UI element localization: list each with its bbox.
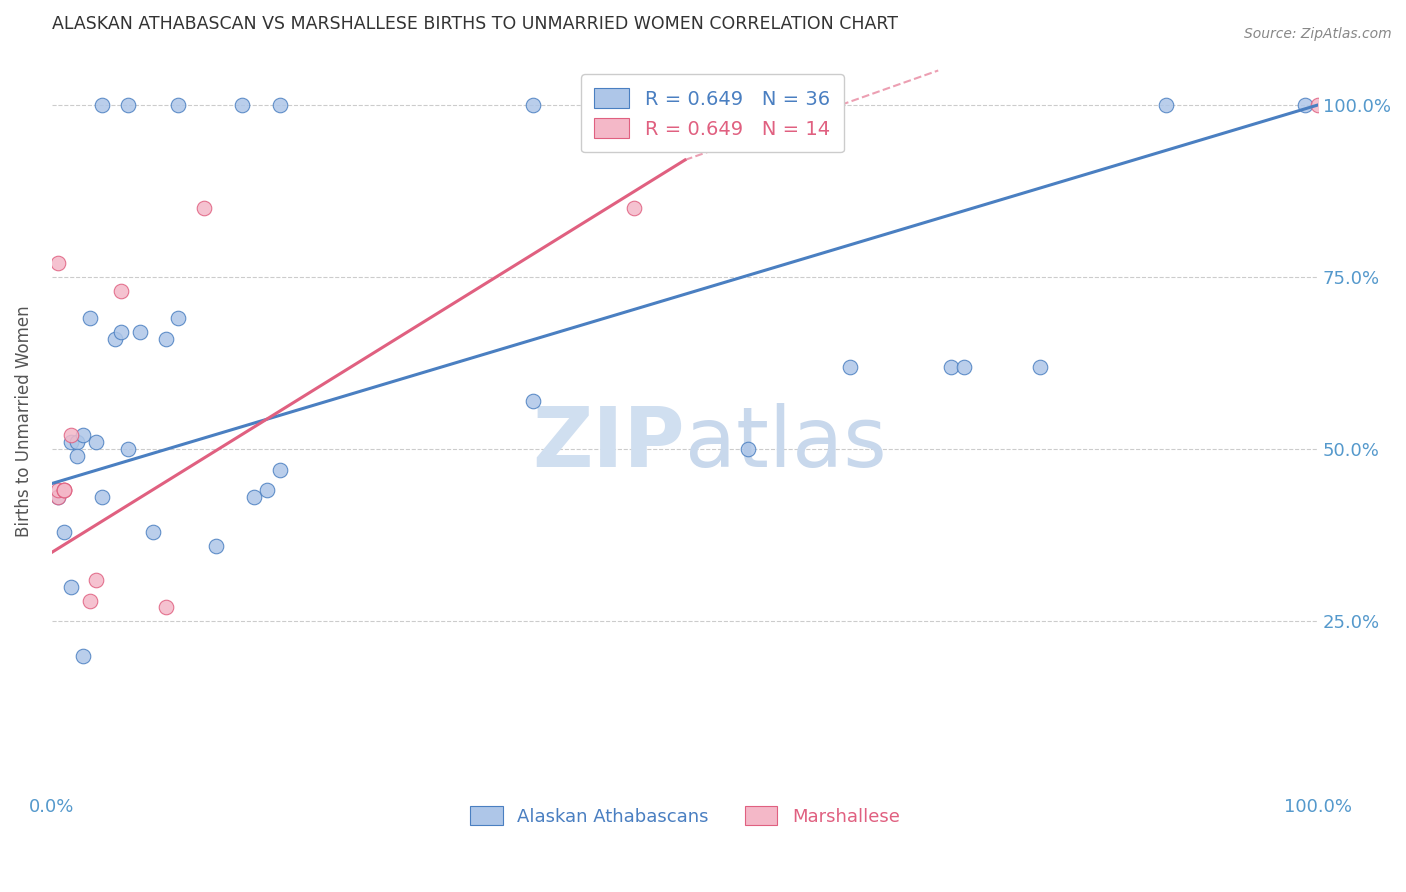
Point	[256, 483, 278, 498]
Point	[1295, 98, 1317, 112]
Point	[79, 593, 101, 607]
Point	[79, 311, 101, 326]
Point	[53, 483, 76, 498]
Point	[269, 463, 291, 477]
Text: atlas: atlas	[685, 403, 887, 484]
Point	[59, 580, 82, 594]
Point	[46, 491, 69, 505]
Point	[117, 98, 139, 112]
Point	[269, 98, 291, 112]
Point	[59, 435, 82, 450]
Point	[167, 98, 190, 112]
Point	[1154, 98, 1177, 112]
Point	[66, 449, 89, 463]
Point	[117, 442, 139, 457]
Point	[53, 483, 76, 498]
Point	[231, 98, 253, 112]
Point	[1028, 359, 1050, 374]
Point	[1308, 98, 1330, 112]
Point	[838, 359, 860, 374]
Point	[243, 491, 266, 505]
Text: ZIP: ZIP	[533, 403, 685, 484]
Point	[66, 435, 89, 450]
Point	[59, 428, 82, 442]
Point	[110, 284, 132, 298]
Point	[522, 98, 544, 112]
Point	[46, 483, 69, 498]
Point	[53, 524, 76, 539]
Point	[142, 524, 165, 539]
Point	[72, 428, 94, 442]
Point	[84, 435, 107, 450]
Point	[522, 393, 544, 408]
Y-axis label: Births to Unmarried Women: Births to Unmarried Women	[15, 306, 32, 537]
Point	[129, 325, 152, 339]
Point	[104, 332, 127, 346]
Point	[46, 491, 69, 505]
Point	[91, 98, 114, 112]
Text: Source: ZipAtlas.com: Source: ZipAtlas.com	[1244, 27, 1392, 41]
Point	[193, 201, 215, 215]
Text: ALASKAN ATHABASCAN VS MARSHALLESE BIRTHS TO UNMARRIED WOMEN CORRELATION CHART: ALASKAN ATHABASCAN VS MARSHALLESE BIRTHS…	[52, 15, 898, 33]
Point	[623, 201, 645, 215]
Point	[84, 573, 107, 587]
Legend: Alaskan Athabascans, Marshallese: Alaskan Athabascans, Marshallese	[460, 796, 911, 837]
Point	[110, 325, 132, 339]
Point	[952, 359, 974, 374]
Point	[939, 359, 962, 374]
Point	[53, 483, 76, 498]
Point	[91, 491, 114, 505]
Point	[46, 256, 69, 270]
Point	[205, 539, 228, 553]
Point	[155, 332, 177, 346]
Point	[737, 442, 759, 457]
Point	[72, 648, 94, 663]
Point	[155, 600, 177, 615]
Point	[167, 311, 190, 326]
